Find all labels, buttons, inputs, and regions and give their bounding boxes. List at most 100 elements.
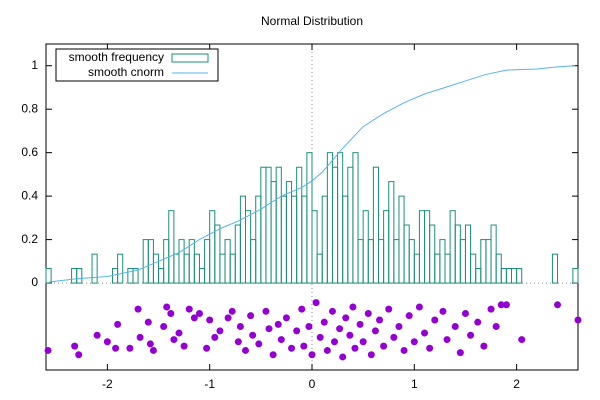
data-point [451,323,459,331]
data-point [421,329,429,337]
histogram-bar [76,268,83,284]
data-point [356,320,364,328]
data-point [126,344,134,352]
data-point [554,301,562,309]
data-point [262,307,270,315]
data-point [203,344,211,352]
data-point [426,344,434,352]
data-point [228,307,236,315]
data-point [323,346,331,354]
data-point [75,351,83,359]
data-point [359,338,367,346]
data-point [247,312,255,320]
data-point [175,329,183,337]
histogram-bar [372,166,379,284]
data-point [195,309,203,317]
data-point [160,323,168,331]
data-point [277,336,285,344]
data-point [269,351,277,359]
data-point [316,333,324,341]
data-point [405,312,413,320]
data-point [367,351,375,359]
data-point [146,340,154,348]
data-point [144,318,152,326]
legend: smooth frequency smooth cnorm [55,48,219,82]
data-point [492,323,500,331]
data-point [328,307,336,315]
data-point [255,340,263,348]
histogram-bar [91,253,98,284]
data-point [136,333,144,341]
data-point [305,323,313,331]
y-tick-label: 0.4 [21,188,38,202]
y-tick-label: 0.6 [21,145,38,159]
legend-label: smooth cnorm [88,65,164,79]
data-point [274,320,282,328]
data-point [461,309,469,317]
histogram-bar [551,253,559,284]
chart-title: Normal Distribution [261,14,363,28]
data-point [44,346,52,354]
y-tick-label: 1 [31,58,38,72]
legend-label: smooth frequency [69,50,164,64]
x-tick-label: -2 [102,377,113,391]
data-point [349,303,357,311]
y-tick-label: 0 [31,275,38,289]
histogram-bar [45,268,52,284]
data-point [351,344,359,352]
data-point [474,318,482,326]
histogram-bar [168,210,175,284]
histogram-bar [132,268,139,284]
data-point [487,305,495,313]
data-point [376,316,384,324]
data-point [185,305,193,313]
histogram-bar [388,181,395,284]
data-point [300,342,308,350]
data-point [163,303,171,311]
data-point [443,336,451,344]
histogram-bar [516,268,523,284]
legend-swatch [171,53,209,63]
data-point [293,327,301,335]
data-point [518,336,526,344]
data-point [224,314,232,322]
data-point [439,307,447,315]
data-point [298,305,306,313]
data-point [320,318,328,326]
y-tick-label: 0.2 [21,232,38,246]
data-point [103,338,111,346]
data-point [190,314,198,322]
data-point [574,316,582,324]
data-point [167,309,175,317]
data-point [431,316,439,324]
x-tick-label: -1 [204,377,215,391]
histogram-bar [311,210,318,284]
data-point [288,344,296,352]
data-point [249,331,257,339]
data-point [336,325,344,333]
data-point [371,327,379,335]
y-tick-label: 0.8 [21,101,38,115]
data-point [112,344,120,352]
data-point [236,323,244,331]
data-point [93,331,101,339]
data-point [211,333,219,341]
data-point [282,314,290,322]
data-point [346,331,354,339]
data-point [480,342,488,350]
data-point [216,327,224,335]
x-tick-label: 0 [309,377,316,391]
histogram-bar [352,152,359,284]
data-point [385,305,393,313]
data-point [170,336,178,344]
x-tick-label: 2 [513,377,520,391]
data-point [265,325,273,333]
data-point [467,331,475,339]
cnorm-line [49,65,575,283]
data-point [71,342,79,350]
data-point [312,299,320,307]
data-point [134,305,142,313]
data-point [180,342,188,350]
data-point [502,301,510,309]
